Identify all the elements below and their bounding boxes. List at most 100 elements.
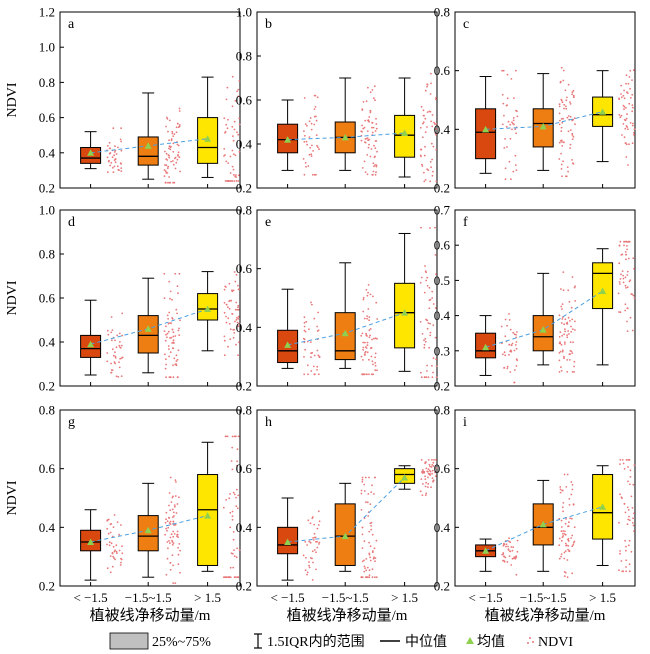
ndvi-point [426, 168, 428, 171]
ndvi-point [571, 517, 573, 520]
ndvi-point [571, 91, 574, 94]
ndvi-point [311, 173, 314, 176]
ndvi-point [314, 106, 317, 108]
ndvi-point [311, 550, 314, 553]
ndvi-point [237, 174, 240, 177]
ndvi-point [423, 339, 425, 342]
x-tick-label: > 1.5 [391, 590, 418, 605]
ndvi-point [627, 509, 630, 511]
ndvi-point [503, 147, 506, 149]
ndvi-point [119, 347, 122, 349]
ndvi-point [560, 118, 563, 120]
ndvi-point [568, 521, 570, 524]
ndvi-point [619, 463, 621, 465]
legend-whisker-icon [254, 633, 262, 649]
ndvi-point [364, 567, 366, 569]
ndvi-point [567, 548, 569, 551]
mean-marker [144, 526, 152, 534]
ndvi-point [302, 158, 305, 160]
ndvi-point [110, 369, 113, 371]
ndvi-point [176, 376, 179, 379]
ndvi-point [167, 181, 169, 184]
ndvi-point [310, 153, 313, 156]
ndvi-point [558, 105, 561, 108]
ndvi-point [624, 240, 626, 243]
ndvi-point [174, 167, 177, 170]
ndvi-point [169, 520, 172, 523]
ndvi-point [229, 172, 232, 174]
ndvi-point [631, 124, 634, 127]
ndvi-point [632, 294, 635, 297]
ndvi-point [561, 141, 563, 143]
ndvi-point [170, 322, 173, 325]
ndvi-point [515, 365, 518, 367]
ndvi-point [303, 130, 305, 133]
ndvi-point [374, 362, 377, 364]
ndvi-point [238, 80, 241, 82]
ndvi-point [121, 552, 124, 555]
ndvi-point [510, 564, 513, 566]
ndvi-point [626, 330, 629, 332]
ndvi-point [177, 329, 180, 332]
ndvi-point [629, 87, 631, 90]
y-tick-label: 0.2 [39, 181, 55, 196]
ndvi-point [627, 466, 629, 468]
ndvi-point [238, 150, 241, 153]
ndvi-point [629, 122, 632, 124]
ndvi-point [558, 141, 561, 144]
ndvi-point [176, 358, 179, 361]
y-tick-label: 0.4 [39, 520, 56, 535]
y-tick-label: 0.8 [39, 247, 55, 262]
ndvi-point [561, 121, 564, 124]
ndvi-point [423, 180, 426, 183]
ndvi-point [369, 109, 372, 112]
ndvi-point [618, 569, 620, 572]
panel-letter: f [463, 215, 468, 230]
ndvi-point [118, 533, 120, 536]
ndvi-point [362, 296, 365, 299]
ndvi-point [503, 114, 505, 117]
ndvi-point [570, 493, 573, 496]
ndvi-point [420, 148, 423, 151]
ndvi-point [512, 331, 515, 334]
ndvi-point [225, 321, 228, 324]
ndvi-point [310, 301, 312, 304]
ndvi-point [424, 478, 427, 480]
ndvi-point [237, 318, 240, 320]
panel-letter: g [68, 415, 75, 430]
ndvi-point [169, 509, 172, 511]
ndvi-point [304, 134, 306, 137]
ndvi-point [573, 360, 576, 363]
ndvi-point [108, 544, 111, 547]
ndvi-point [303, 356, 305, 358]
ndvi-point [173, 181, 176, 184]
ndvi-point [163, 272, 166, 275]
ndvi-point [167, 318, 170, 320]
ndvi-point [573, 117, 576, 119]
ndvi-point [434, 471, 436, 474]
ndvi-point [308, 328, 310, 331]
ndvi-point [630, 293, 633, 295]
ndvi-point [237, 435, 240, 438]
y-tick-label: 0.4 [236, 137, 253, 152]
ndvi-point [111, 156, 114, 159]
ndvi-point [630, 495, 633, 498]
ndvi-point [232, 139, 235, 142]
ndvi-point [120, 149, 123, 152]
ndvi-point [304, 348, 306, 351]
ndvi-point [232, 491, 235, 494]
ndvi-point [234, 576, 237, 579]
ndvi-point [226, 435, 229, 438]
ndvi-point [422, 121, 425, 124]
ndvi-point [559, 491, 562, 494]
ndvi-point [367, 139, 369, 142]
ndvi-point [120, 140, 122, 143]
ndvi-point [366, 566, 369, 569]
ndvi-point [429, 470, 432, 473]
ndvi-point [118, 344, 121, 347]
ndvi-point [233, 549, 235, 551]
ndvi-point [629, 97, 632, 99]
ndvi-point [368, 336, 371, 339]
ndvi-point [169, 297, 171, 300]
ndvi-point [427, 376, 430, 379]
